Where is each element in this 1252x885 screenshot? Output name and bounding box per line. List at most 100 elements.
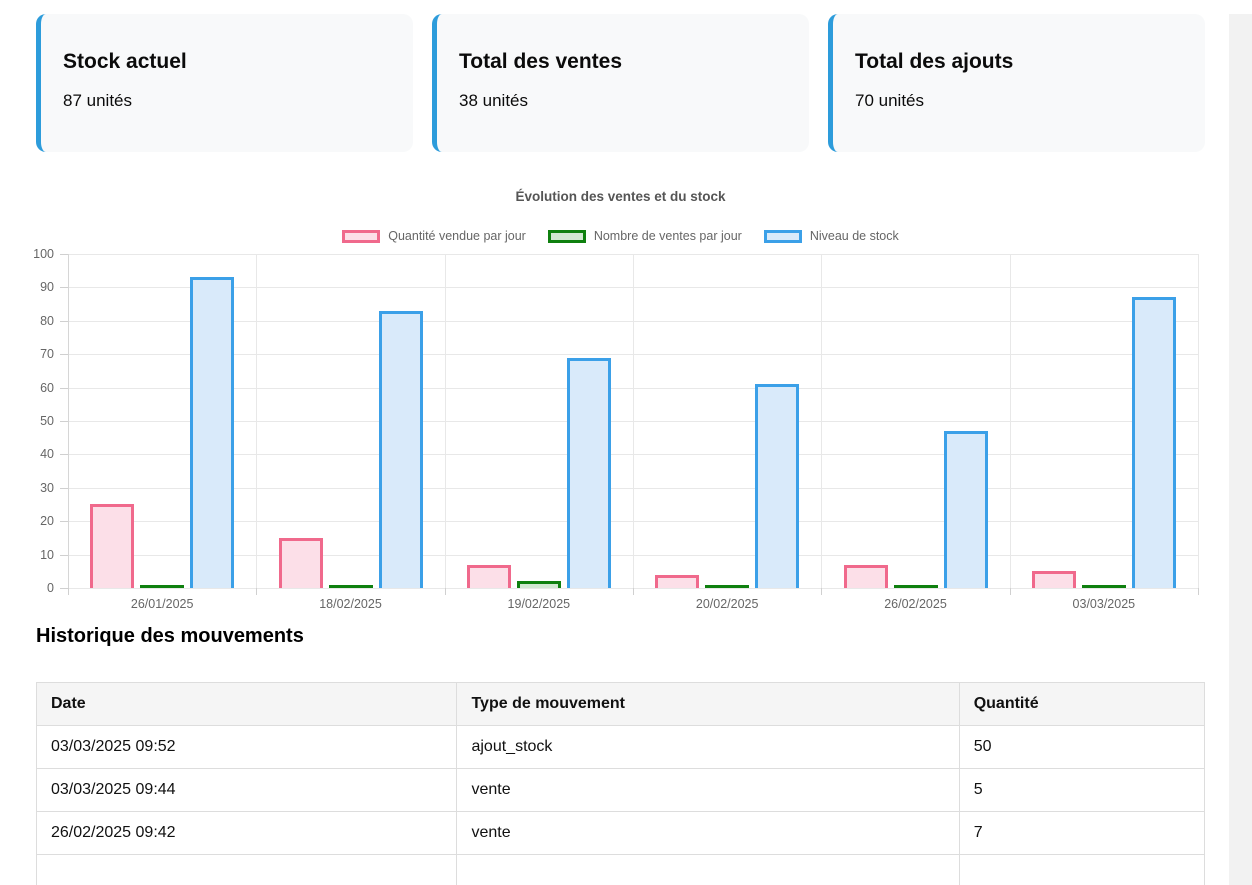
- stat-cards-row: Stock actuel 87 unités Total des ventes …: [36, 14, 1205, 152]
- stat-card-total-ajouts: Total des ajouts 70 unités: [828, 14, 1205, 152]
- y-axis-label: 0: [47, 581, 54, 595]
- y-axis-label: 60: [40, 380, 54, 395]
- x-axis-tick: [256, 588, 258, 595]
- bar-nb-ventes[interactable]: [1081, 585, 1126, 588]
- legend-label: Quantité vendue par jour: [388, 229, 526, 243]
- legend-item[interactable]: Nombre de ventes par jour: [547, 229, 742, 243]
- bar-vendue[interactable]: [1031, 571, 1076, 588]
- gridline-vertical: [821, 254, 823, 588]
- y-axis-label: 90: [40, 280, 54, 295]
- row-date: 03/03/2025 09:52: [35, 725, 458, 769]
- y-axis-label: 20: [40, 514, 54, 529]
- y-axis-tick: [60, 554, 68, 556]
- table-row: 03/03/2025 09:52 ajout_stock 50: [35, 725, 1206, 769]
- x-axis-label: 26/02/2025: [884, 597, 947, 611]
- legend-label: Nombre de ventes par jour: [593, 229, 742, 243]
- row-quantite: 7: [958, 811, 1206, 855]
- bar-stock[interactable]: [378, 311, 423, 588]
- x-axis-tick: [821, 588, 823, 595]
- y-axis-label: 50: [40, 414, 54, 428]
- bar-vendue[interactable]: [655, 575, 700, 588]
- chart-plot: 0 10 20 30 40 50 60 70 80 90 100 26/01/2025 18/02/20…: [33, 247, 1199, 611]
- x-axis-tick: [1009, 588, 1011, 595]
- x-axis-tick: [633, 588, 634, 595]
- table-row: 03/03/2025 09:44 vente 5: [35, 768, 1206, 812]
- table-header-quantite: Quantité: [958, 682, 1206, 726]
- bar-stock[interactable]: [943, 431, 988, 588]
- row-date: 26/02/2025 09:42: [35, 811, 458, 855]
- y-axis-label: 80: [40, 313, 54, 328]
- bar-stock[interactable]: [566, 358, 611, 588]
- x-axis-tick: [1198, 588, 1199, 595]
- gridline-vertical: [633, 254, 634, 588]
- gridline-vertical: [1198, 254, 1199, 588]
- x-axis-label: 03/03/2025: [1072, 597, 1136, 611]
- y-axis-tick: [60, 421, 68, 422]
- bar-vendue[interactable]: [466, 565, 511, 588]
- row-quantite: 5: [958, 768, 1206, 812]
- legend-swatch-icon: [547, 229, 586, 243]
- legend-swatch-icon: [763, 229, 802, 243]
- sales-stock-chart: Évolution des ventes et du stock Quantit…: [33, 189, 1205, 611]
- y-axis-label: 40: [40, 447, 54, 462]
- legend-swatch-icon: [342, 229, 381, 243]
- y-axis-tick: [60, 320, 68, 322]
- bar-vendue[interactable]: [278, 538, 323, 588]
- bar-stock[interactable]: [1131, 297, 1176, 588]
- table-body: 03/03/2025 09:52 ajout_stock 50 03/03/2025 …: [35, 725, 1206, 885]
- stat-card-total-ventes: Total des ventes 38 unités: [432, 14, 809, 152]
- gridline-vertical: [444, 254, 446, 588]
- y-axis-tick: [60, 387, 68, 389]
- card-title: Total des ventes: [459, 50, 622, 73]
- card-value: 87 unités: [63, 91, 132, 110]
- y-axis-tick: [60, 521, 68, 523]
- bar-nb-ventes[interactable]: [893, 585, 938, 588]
- card-title: Total des ajouts: [855, 50, 1014, 73]
- stat-card-stock-actuel: Stock actuel 87 unités: [36, 14, 413, 152]
- y-axis-label: 10: [40, 547, 54, 562]
- card-value: 70 unités: [855, 91, 924, 110]
- scrollbar-track[interactable]: [1229, 14, 1252, 885]
- table-header-date: Date: [35, 682, 458, 726]
- chart-title: Évolution des ventes et du stock: [515, 189, 726, 204]
- bar-stock[interactable]: [755, 384, 800, 588]
- bar-nb-ventes[interactable]: [516, 581, 561, 588]
- bar-nb-ventes[interactable]: [140, 585, 185, 588]
- table-header-row: Date Type de mouvement Quantité: [35, 682, 1206, 726]
- row-type: ajout_stock: [456, 725, 960, 769]
- legend-item[interactable]: Quantité vendue par jour: [342, 229, 526, 243]
- y-axis-label: 30: [40, 480, 54, 495]
- y-axis-tick: [60, 487, 68, 489]
- bar-vendue[interactable]: [90, 504, 135, 588]
- card-title: Stock actuel: [63, 50, 187, 73]
- history-table: Date Type de mouvement Quantité 03/03/20…: [35, 682, 1206, 885]
- history-table-wrap: Date Type de mouvement Quantité 03/03/20…: [35, 682, 1206, 885]
- bar-vendue[interactable]: [843, 565, 888, 588]
- x-axis-label: 26/01/2025: [130, 597, 194, 611]
- x-axis-tick: [444, 588, 446, 595]
- y-axis-tick: [60, 588, 68, 589]
- row-type: vente: [456, 768, 960, 812]
- x-axis-label: 20/02/2025: [695, 597, 759, 611]
- bar-nb-ventes[interactable]: [328, 585, 373, 588]
- gridline-vertical: [1009, 254, 1011, 588]
- table-row-partial: [35, 854, 1206, 885]
- row-type: vente: [456, 811, 960, 855]
- row-quantite: 50: [958, 725, 1206, 769]
- bar-nb-ventes[interactable]: [705, 585, 750, 588]
- y-axis-tick: [60, 287, 68, 289]
- history-heading: Historique des mouvements: [36, 625, 304, 647]
- gridline-vertical: [256, 254, 258, 588]
- row-date: 03/03/2025 09:44: [35, 768, 458, 812]
- legend-label: Niveau de stock: [809, 229, 899, 243]
- table-row: 26/02/2025 09:42 vente 7: [35, 811, 1206, 855]
- legend-item[interactable]: Niveau de stock: [763, 229, 899, 243]
- y-axis-tick: [60, 354, 68, 356]
- bar-stock[interactable]: [190, 277, 235, 588]
- x-axis-tick: [68, 588, 69, 595]
- gridline-vertical: [68, 254, 69, 588]
- y-axis-tick: [60, 454, 68, 456]
- y-axis-label: 100: [33, 247, 54, 261]
- table-header-type: Type de mouvement: [456, 682, 960, 726]
- y-axis-tick: [60, 254, 68, 255]
